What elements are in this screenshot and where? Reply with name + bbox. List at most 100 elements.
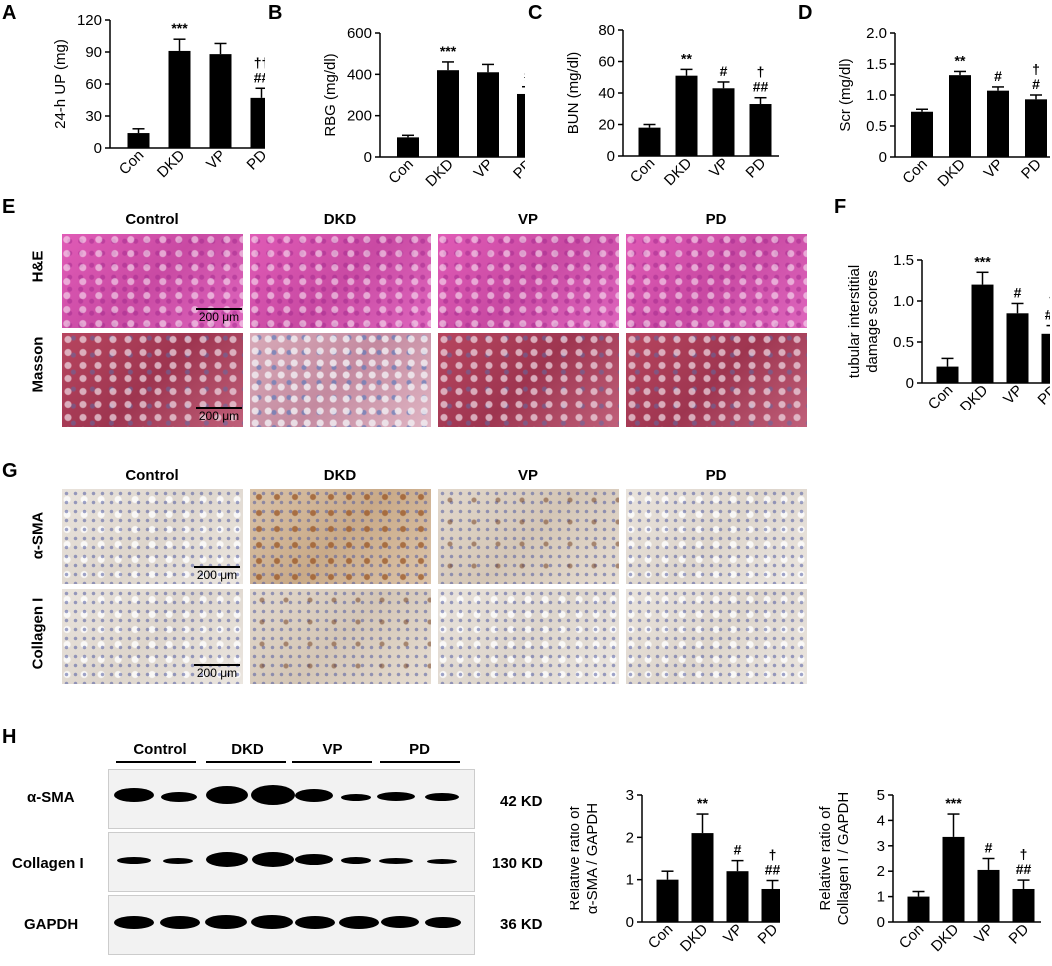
blot-group-line-dkd: [206, 761, 286, 763]
significance-marker: ***: [171, 20, 188, 36]
blot-row-label-asma: α-SMA: [27, 789, 75, 806]
micrograph-collagen-dkd: [250, 589, 431, 684]
micrograph-asma-control: [62, 489, 243, 584]
bar-vp: [987, 90, 1009, 157]
bar-dkd: [942, 836, 965, 922]
x-tick-label: Con: [645, 921, 676, 952]
y-tick-label: 3: [626, 787, 634, 804]
bar-pd: [1041, 333, 1050, 383]
bar-pd: [1012, 888, 1035, 922]
y-tick-label: 2: [626, 829, 634, 846]
y-tick-label: 2: [877, 863, 885, 880]
blot-strip-asma: [108, 769, 475, 829]
x-tick-label: DKD: [661, 155, 696, 190]
bar-pd: [749, 104, 772, 156]
panel-letter-e: E: [2, 196, 16, 218]
panel-letter-a: A: [2, 2, 17, 24]
bar-vp: [477, 72, 499, 157]
y-tick-label: 1.0: [866, 87, 887, 104]
significance-marker: †: [1032, 61, 1040, 77]
panel-letter-d: D: [798, 2, 813, 24]
bar-vp: [712, 88, 735, 156]
x-tick-label: VP: [720, 921, 746, 947]
bar-vp: [977, 869, 1000, 922]
chart-c-bun: 0 20 40 60 80 BUN (mg/dl) Con ** DKD # VP †## PD: [565, 22, 779, 190]
y-tick-label: 0: [94, 140, 102, 157]
significance-marker: **: [697, 795, 708, 811]
row-label-masson: Masson: [29, 336, 47, 393]
significance-marker: **: [681, 50, 692, 66]
micrograph-asma-vp: [438, 489, 619, 584]
y-tick-label: 1: [626, 872, 634, 889]
bar-vp: [209, 54, 232, 149]
significance-marker: ††: [254, 54, 265, 70]
blot-strip-gapdh: [108, 895, 475, 955]
significance-marker: ##: [1016, 861, 1032, 877]
x-tick-label: VP: [981, 156, 1007, 182]
bar-dkd: [691, 833, 714, 922]
significance-marker: †: [1020, 846, 1028, 862]
col-header-pd: PD: [705, 211, 727, 228]
y-tick-label: 200: [347, 108, 372, 125]
x-tick-label: VP: [971, 921, 997, 947]
significance-marker: **: [955, 52, 966, 68]
blot-strip-collagen: [108, 832, 475, 892]
micrograph-asma-dkd: [250, 489, 431, 584]
y-tick-label: 0.5: [893, 334, 914, 351]
y-axis-label: Scr (mg/dl): [837, 58, 854, 131]
y-tick-label: 60: [85, 76, 102, 93]
x-tick-label: DKD: [957, 382, 992, 410]
significance-marker: ##: [254, 69, 265, 85]
x-tick-label: DKD: [928, 921, 963, 956]
micrograph-asma-pd: [626, 489, 807, 584]
row-label-collagen: Collagen I: [29, 597, 47, 670]
significance-marker: #: [994, 68, 1002, 84]
x-tick-label: Con: [925, 382, 956, 410]
blot-row-label-collagen: Collagen I: [12, 855, 84, 872]
y-tick-label: 0: [879, 149, 887, 166]
y-axis-label: RBG (mg/dl): [322, 53, 339, 136]
y-tick-label: 0: [626, 914, 634, 931]
micrograph-collagen-control: [62, 589, 243, 684]
col-header-vp: VP: [517, 211, 538, 228]
blot-size-asma: 42 KD: [500, 793, 543, 810]
blot-row-label-gapdh: GAPDH: [24, 916, 79, 933]
micrograph-collagen-pd: [626, 589, 807, 684]
x-tick-label: Con: [627, 155, 658, 186]
significance-marker: ***: [974, 253, 991, 269]
y-axis-label: 24-h UP (mg): [52, 39, 69, 129]
x-tick-label: Con: [116, 147, 147, 178]
significance-marker: ##: [765, 862, 780, 878]
row-label-asma: α-SMA: [29, 511, 47, 560]
bar-con: [936, 366, 959, 383]
y-tick-label: 0.5: [866, 118, 887, 135]
y-tick-label: 1: [877, 889, 885, 906]
micrograph-he-pd: [626, 234, 807, 328]
micrograph-he-vp: [438, 234, 619, 328]
micrograph-masson-vp: [438, 333, 619, 427]
col-header-control: Control: [125, 467, 179, 484]
x-tick-label: Con: [896, 921, 927, 952]
panel-letter-f: F: [834, 196, 847, 218]
panel-letter-h: H: [2, 726, 17, 748]
y-tick-label: 1.5: [893, 252, 914, 269]
significance-marker: †: [769, 847, 777, 863]
bar-dkd: [971, 284, 994, 383]
significance-marker: †: [757, 64, 765, 80]
x-tick-label: DKD: [934, 156, 969, 190]
x-tick-label: PD: [743, 155, 770, 182]
x-tick-label: VP: [1000, 382, 1026, 408]
y-tick-label: 5: [877, 787, 885, 804]
y-tick-label: 90: [85, 44, 102, 61]
bar-con: [911, 111, 933, 157]
x-tick-label: VP: [203, 147, 229, 173]
y-tick-label: 4: [877, 812, 885, 829]
micrograph-collagen-vp: [438, 589, 619, 684]
y-tick-label: 60: [598, 54, 615, 71]
significance-marker: †: [1049, 292, 1050, 308]
bar-vp: [726, 871, 749, 922]
y-axis-label: Relative ratio of: [570, 806, 583, 911]
panel-letter-c: C: [528, 2, 543, 24]
y-tick-label: 40: [598, 85, 615, 102]
col-header-dkd: DKD: [323, 211, 357, 228]
